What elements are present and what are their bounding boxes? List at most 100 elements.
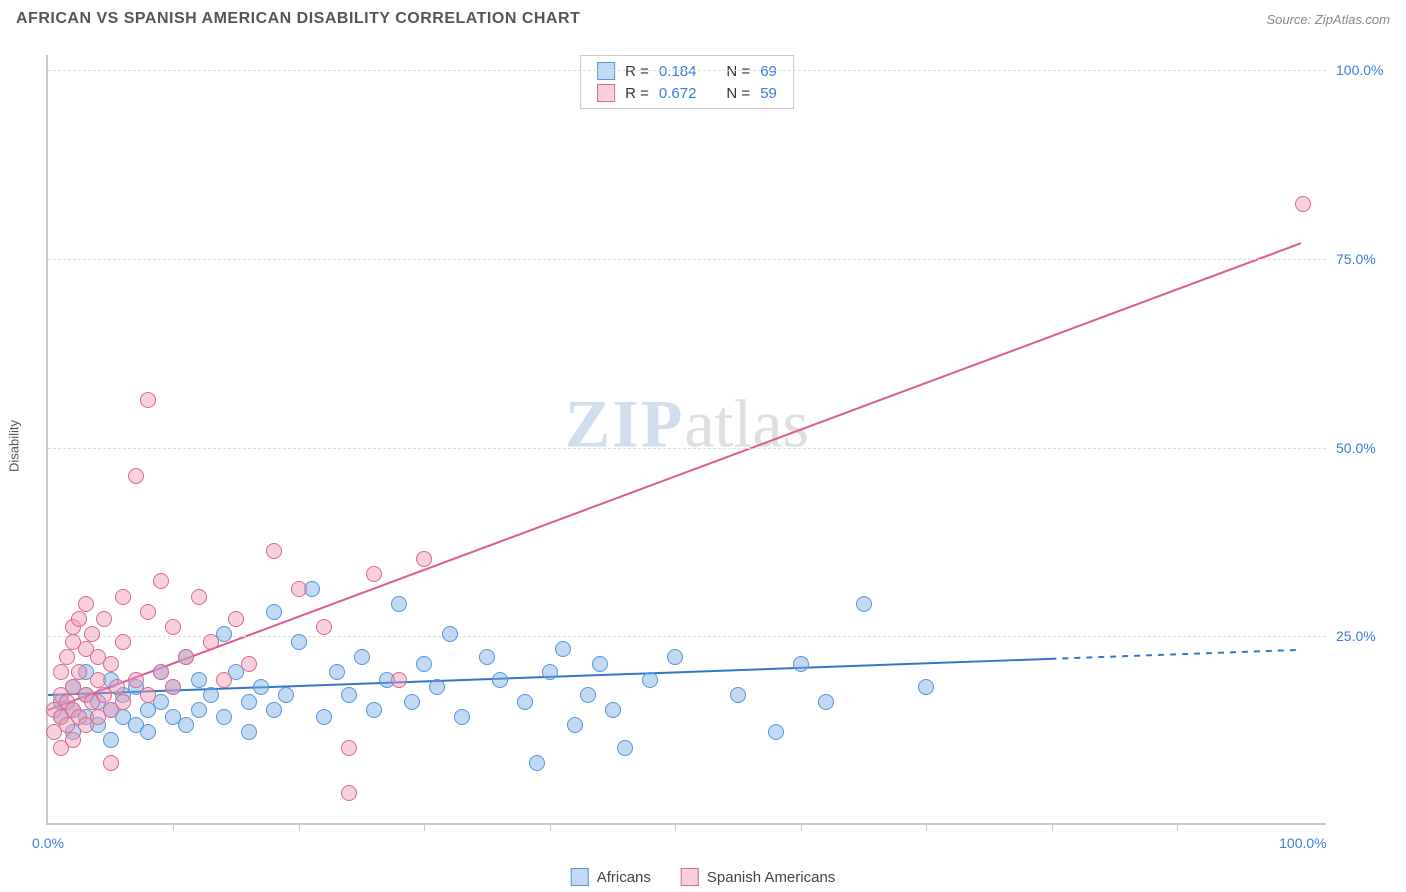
legend-item: Spanish Americans (681, 868, 835, 886)
data-point (115, 634, 131, 650)
data-point (316, 619, 332, 635)
data-point (429, 679, 445, 695)
data-point (492, 672, 508, 688)
data-point (793, 656, 809, 672)
data-point (266, 702, 282, 718)
data-point (191, 589, 207, 605)
data-point (109, 679, 125, 695)
data-point (592, 656, 608, 672)
watermark-part-a: ZIP (565, 385, 684, 461)
data-point (115, 694, 131, 710)
x-tick (424, 823, 425, 831)
trend-line (48, 243, 1301, 710)
data-point (216, 709, 232, 725)
data-point (266, 604, 282, 620)
data-point (730, 687, 746, 703)
data-point (617, 740, 633, 756)
data-point (140, 687, 156, 703)
data-point (542, 664, 558, 680)
data-point (191, 702, 207, 718)
data-point (517, 694, 533, 710)
watermark: ZIPatlas (565, 384, 809, 463)
data-point (153, 573, 169, 589)
data-point (241, 694, 257, 710)
x-axis-label: 100.0% (1279, 835, 1326, 851)
data-point (1295, 196, 1311, 212)
x-axis-label: 0.0% (32, 835, 64, 851)
data-point (354, 649, 370, 665)
data-point (128, 468, 144, 484)
x-tick (801, 823, 802, 831)
data-point (341, 740, 357, 756)
data-point (216, 672, 232, 688)
data-point (203, 634, 219, 650)
data-point (266, 543, 282, 559)
data-point (291, 581, 307, 597)
x-tick (675, 823, 676, 831)
data-point (856, 596, 872, 612)
data-point (768, 724, 784, 740)
source-attribution: Source: ZipAtlas.com (1266, 12, 1390, 27)
legend-swatch (681, 868, 699, 886)
chart-header: AFRICAN VS SPANISH AMERICAN DISABILITY C… (16, 10, 1390, 28)
data-point (416, 656, 432, 672)
data-point (667, 649, 683, 665)
data-point (53, 664, 69, 680)
data-point (140, 604, 156, 620)
legend-label: Africans (597, 869, 651, 886)
data-point (241, 656, 257, 672)
x-tick (550, 823, 551, 831)
data-point (84, 626, 100, 642)
data-point (103, 732, 119, 748)
data-point (341, 687, 357, 703)
data-point (567, 717, 583, 733)
x-tick (173, 823, 174, 831)
data-point (316, 709, 332, 725)
chart-title: AFRICAN VS SPANISH AMERICAN DISABILITY C… (16, 10, 580, 28)
data-point (529, 755, 545, 771)
stat-R-value: 0.672 (659, 85, 697, 102)
data-point (642, 672, 658, 688)
trend-lines-layer (48, 55, 1326, 823)
data-point (918, 679, 934, 695)
data-point (404, 694, 420, 710)
x-tick (299, 823, 300, 831)
stat-N-value: 59 (760, 85, 777, 102)
data-point (555, 641, 571, 657)
data-point (442, 626, 458, 642)
y-tick-label: 25.0% (1336, 628, 1376, 644)
data-point (96, 611, 112, 627)
gridline (48, 70, 1326, 71)
stat-R-label: R = (625, 85, 649, 102)
y-axis-label: Disability (7, 420, 22, 472)
stats-legend: R =0.184N =69R =0.672N =59 (580, 55, 794, 109)
data-point (580, 687, 596, 703)
data-point (71, 611, 87, 627)
y-tick-label: 100.0% (1336, 62, 1383, 78)
data-point (253, 679, 269, 695)
legend-swatch (597, 84, 615, 102)
data-point (140, 724, 156, 740)
data-point (203, 687, 219, 703)
data-point (178, 717, 194, 733)
data-point (454, 709, 470, 725)
gridline (48, 636, 1326, 637)
source-prefix: Source: (1266, 12, 1314, 27)
legend-item: Africans (571, 868, 651, 886)
data-point (391, 672, 407, 688)
data-point (165, 679, 181, 695)
data-point (90, 672, 106, 688)
gridline (48, 259, 1326, 260)
x-tick (1052, 823, 1053, 831)
data-point (128, 672, 144, 688)
data-point (391, 596, 407, 612)
watermark-part-b: atlas (684, 385, 809, 461)
legend-label: Spanish Americans (707, 869, 835, 886)
data-point (291, 634, 307, 650)
data-point (366, 702, 382, 718)
data-point (191, 672, 207, 688)
data-point (228, 611, 244, 627)
data-point (605, 702, 621, 718)
data-point (165, 619, 181, 635)
data-point (153, 664, 169, 680)
